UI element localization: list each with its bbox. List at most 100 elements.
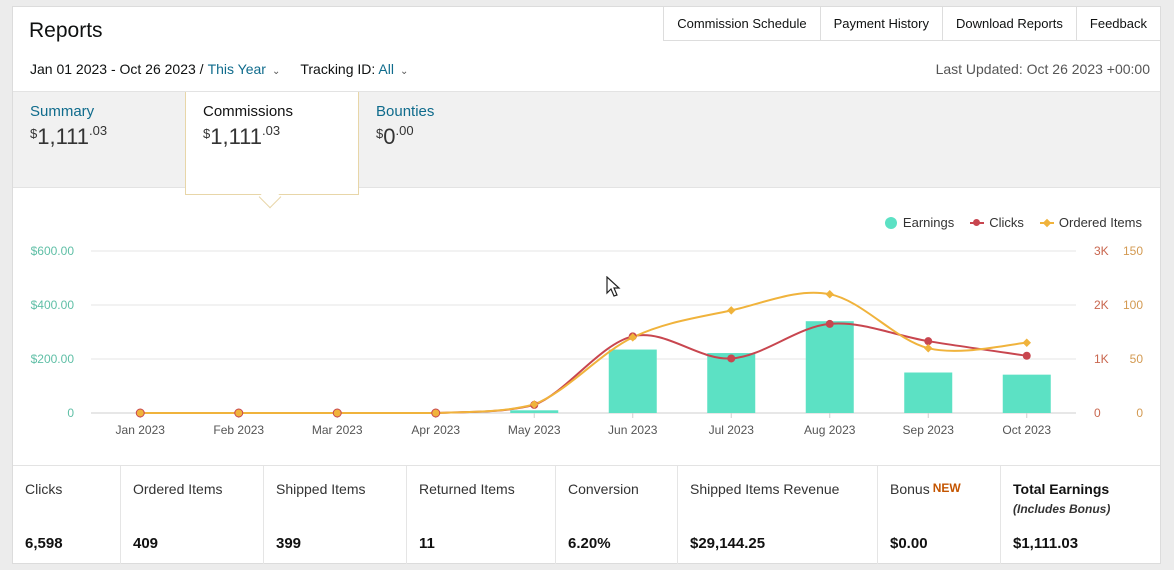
y-tick-left: $200.00 <box>31 352 75 366</box>
page-title: Reports <box>29 19 103 42</box>
ordered-items-point <box>530 400 539 409</box>
stat-label: Bonus <box>890 481 930 497</box>
period-dropdown[interactable]: This Year ⌄ <box>208 61 281 77</box>
stat-label: Shipped Items Revenue <box>690 481 840 497</box>
summary-cents: .03 <box>89 123 108 138</box>
x-tick-label: Apr 2023 <box>411 423 460 437</box>
x-tick-label: Sep 2023 <box>903 423 955 437</box>
y-tick-items: 150 <box>1123 244 1143 258</box>
ordered-items-point <box>1022 338 1031 348</box>
stat-clicks: Clicks 6,598 <box>13 466 121 564</box>
summary-amount: 1,111 <box>37 124 90 149</box>
y-tick-clicks: 0 <box>1094 406 1101 420</box>
x-tick-label: Aug 2023 <box>804 423 856 437</box>
mouse-cursor-icon <box>606 276 621 297</box>
clicks-point <box>924 337 933 346</box>
tracking-id-dropdown[interactable]: Tracking ID: All ⌄ <box>300 61 408 77</box>
zero-point <box>135 408 145 418</box>
legend-items-label: Ordered Items <box>1058 215 1142 230</box>
stat-value: 399 <box>276 535 302 552</box>
new-badge: NEW <box>932 481 961 495</box>
zero-point <box>431 408 441 418</box>
tab-summary-label: Summary <box>30 103 95 120</box>
x-tick-label: Jul 2023 <box>709 423 755 437</box>
x-tick-label: Oct 2023 <box>1002 423 1051 437</box>
x-tick-label: Jan 2023 <box>116 423 166 437</box>
commissions-amount: 1,111 <box>210 124 263 149</box>
stat-value: $0.00 <box>890 535 928 552</box>
tab-commissions[interactable]: Commissions $1,111.03 <box>185 92 359 209</box>
clicks-line <box>140 322 1027 415</box>
filter-row: Jan 01 2023 - Oct 26 2023 / This Year ⌄ T… <box>30 61 408 77</box>
stat-sublabel: (Includes Bonus) <box>1013 502 1111 516</box>
tracking-label: Tracking ID: <box>300 61 376 77</box>
ordered-items-point <box>727 306 736 315</box>
stat-value: 409 <box>133 535 159 552</box>
stat-value: 6,598 <box>25 535 63 552</box>
legend-clicks[interactable]: Clicks <box>970 215 1024 230</box>
stat-shipped-items: Shipped Items 399 <box>264 466 407 564</box>
y-tick-left: $600.00 <box>31 244 75 258</box>
y-tick-left: 0 <box>67 406 74 420</box>
x-tick-label: May 2023 <box>508 423 561 437</box>
y-tick-left: $400.00 <box>31 298 75 312</box>
stat-value: $29,144.25 <box>690 535 766 552</box>
ordered-items-point <box>825 289 834 299</box>
tab-summary[interactable]: Summary $1,111.03 <box>30 92 180 187</box>
zero-point <box>234 408 244 418</box>
stat-label: Shipped Items <box>276 481 366 497</box>
tab-bounties[interactable]: Bounties $0.00 <box>376 92 526 187</box>
last-updated: Last Updated: Oct 26 2023 +00:00 <box>935 61 1150 77</box>
payment-history-link[interactable]: Payment History <box>819 7 942 41</box>
stat-label: Total Earnings <box>1013 481 1110 497</box>
y-tick-items: 100 <box>1123 298 1143 312</box>
x-tick-label: Feb 2023 <box>213 423 264 437</box>
earnings-bar <box>510 410 559 413</box>
chevron-down-icon: ⌄ <box>271 66 281 77</box>
earnings-bar <box>805 321 854 413</box>
ordered-items-point <box>924 343 933 353</box>
earnings-chart: 0 0 0 $200.00 1K 50 $400.00 2K 100 $600.00 3K 150 Ja… <box>31 244 1144 437</box>
y-tick-clicks: 3K <box>1094 244 1109 258</box>
period-label: This Year <box>207 61 266 77</box>
earnings-bar <box>608 349 657 413</box>
legend-ordered-items[interactable]: Ordered Items <box>1039 215 1142 230</box>
stat-bonus: Bonus NEW $0.00 <box>878 466 1001 564</box>
earnings-bar <box>904 372 953 413</box>
zero-point <box>332 408 342 418</box>
stat-ordered-items: Ordered Items 409 <box>121 466 264 564</box>
earnings-swatch <box>884 216 897 229</box>
date-range: Jan 01 2023 - Oct 26 2023 / <box>30 61 204 77</box>
legend-earnings[interactable]: Earnings <box>884 215 955 230</box>
tab-commissions-label: Commissions <box>203 103 294 120</box>
chart-legend: Earnings Clicks Ordered Items <box>869 215 1142 230</box>
x-tick-label: Jun 2023 <box>608 423 658 437</box>
stat-label: Conversion <box>568 481 639 497</box>
chevron-down-icon: ⌄ <box>399 66 409 77</box>
stat-total-earnings: Total Earnings (Includes Bonus) $1,111.0… <box>1001 466 1160 564</box>
summary-tabs: Summary $1,111.03 Commissions $1,111.03 … <box>13 91 1160 209</box>
legend-earnings-label: Earnings <box>902 215 955 230</box>
download-reports-link[interactable]: Download Reports <box>941 7 1076 41</box>
y-tick-items: 50 <box>1130 352 1144 366</box>
ordered-items-point <box>628 333 637 342</box>
clicks-point <box>1022 351 1031 360</box>
y-tick-clicks: 1K <box>1094 352 1109 366</box>
feedback-link[interactable]: Feedback <box>1075 7 1160 41</box>
top-nav: Commission Schedule Payment History Down… <box>663 7 1160 41</box>
bounties-amount: 0 <box>383 124 396 149</box>
commission-schedule-link[interactable]: Commission Schedule <box>663 7 820 41</box>
commissions-cents: .03 <box>262 123 281 138</box>
clicks-point <box>727 354 736 363</box>
clicks-swatch <box>970 218 985 228</box>
stat-label: Ordered Items <box>133 481 223 497</box>
legend-clicks-label: Clicks <box>989 215 1024 230</box>
stat-label: Returned Items <box>419 481 515 497</box>
x-tick-label: Mar 2023 <box>312 423 363 437</box>
y-tick-items: 0 <box>1136 406 1143 420</box>
ordered-items-line <box>140 291 1027 415</box>
ordered-items-swatch <box>1039 218 1054 228</box>
stat-shipped-items-revenue: Shipped Items Revenue $29,144.25 <box>678 466 878 564</box>
stat-value: $1,111.03 <box>1013 535 1079 552</box>
stats-row: Clicks 6,598 Ordered Items 409 Shipped I… <box>13 465 1160 564</box>
